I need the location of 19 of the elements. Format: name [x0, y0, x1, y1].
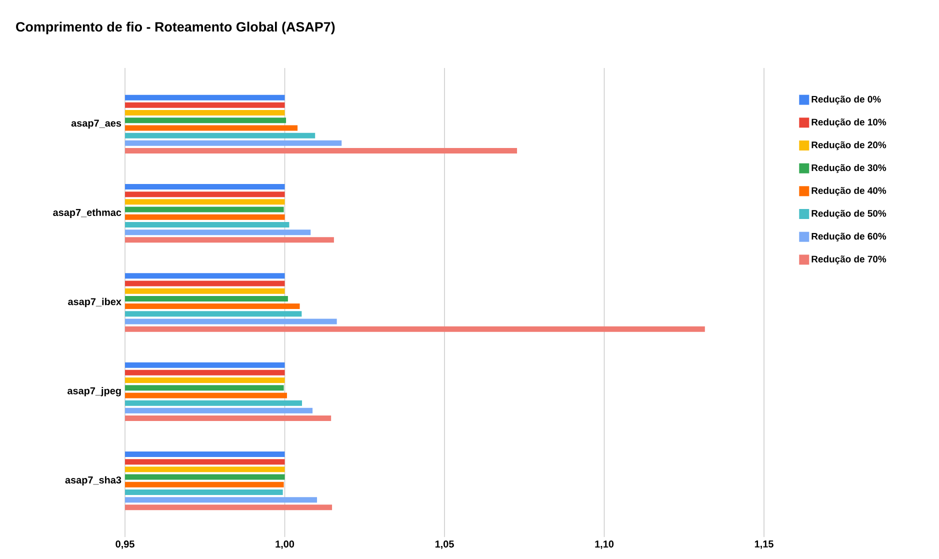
legend-label: Redução de 40% — [812, 186, 886, 196]
y-tick-label: asap7_sha3 — [65, 476, 122, 486]
x-tick-label: 1,00 — [276, 540, 294, 550]
y-tick-label: asap7_aes — [71, 120, 122, 129]
legend-label: Redução de 30% — [812, 164, 886, 173]
x-tick-label: 1,15 — [754, 540, 774, 549]
y-tick-label: asap7_ibex — [68, 298, 122, 308]
legend-label: Redução de 60% — [812, 232, 886, 242]
legend-label: Redução de 0% — [812, 96, 881, 104]
chart-title: Comprimento de fio - Roteamento Global (ASAP7) — [16, 22, 335, 34]
legend-label: Redução de 10% — [812, 118, 886, 128]
legend-label: Redução de 20% — [812, 141, 886, 150]
x-tick-label: 1,05 — [435, 540, 454, 550]
legend-label: Redução de 50% — [812, 210, 886, 219]
y-tick-label: asap7_ethmac — [53, 208, 122, 218]
x-tick-label: 0,95 — [116, 540, 134, 550]
legend-label: Redução de 70% — [812, 255, 886, 264]
y-tick-label: asap7_jpeg — [68, 387, 121, 396]
x-tick-label: 1,10 — [595, 540, 614, 550]
